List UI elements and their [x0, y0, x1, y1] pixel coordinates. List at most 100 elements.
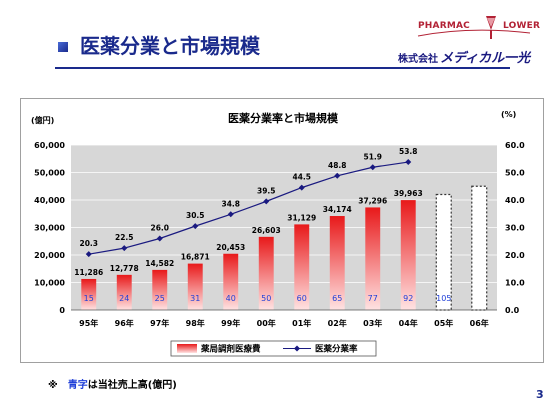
y-left-tick-label: 50,000: [34, 169, 65, 178]
y-left-tick-label: 60,000: [34, 141, 65, 150]
x-tick-label: 06年: [470, 318, 489, 328]
footnote-blue-text: 青字: [67, 380, 88, 391]
legend-line-label: 医薬分業率: [315, 344, 358, 355]
bar-pharmacy-cost: [294, 224, 310, 310]
y-right-tick-label: 30.0: [505, 224, 525, 233]
company-sales-label: 60: [297, 294, 307, 303]
bar-value-label: 26,603: [252, 226, 281, 235]
x-tick-label: 02年: [328, 318, 347, 328]
bar-pharmacy-cost: [258, 236, 274, 310]
bar-pharmacy-cost: [223, 253, 239, 310]
bar-value-label: 20,453: [216, 243, 245, 252]
company-sales-label: 31: [190, 294, 200, 303]
chart-legend: 薬局調剤医療費 医薬分業率: [170, 340, 377, 357]
x-tick-label: 98年: [186, 318, 205, 328]
y-right-tick-label: 40.0: [505, 196, 525, 205]
share-rate-point: [121, 245, 128, 252]
y-left-tick-label: 0: [59, 306, 65, 315]
company-sales-label: 92: [403, 294, 413, 303]
bar-pharmacy-cost: [329, 216, 345, 310]
flower-logo-icon: [417, 16, 531, 39]
x-tick-label: 97年: [150, 318, 169, 328]
y-left-unit: (億円): [31, 115, 54, 125]
share-rate-point: [227, 211, 234, 218]
company-sales-label: 77: [368, 294, 378, 303]
x-tick-label: 04年: [399, 318, 418, 328]
company-sales-label: 50: [261, 294, 271, 303]
page-number: 3: [536, 388, 544, 401]
forecast-bar: [435, 193, 452, 311]
brand-lower: LOWER: [503, 21, 541, 31]
y-left-tick-label: 10,000: [34, 279, 65, 288]
company-sales-label: 65: [332, 294, 342, 303]
forecast-bar: [471, 185, 488, 311]
chart-frame: 医薬分業率と市場規模 (億円) (%) 11,286 12,778 14,582 16…: [20, 98, 544, 363]
share-rate-label: 20.3: [79, 239, 98, 248]
bar-value-label: 16,871: [181, 253, 210, 262]
footnote-text: は当社売上高(億円): [87, 380, 177, 391]
y-right-tick-label: 0.0: [505, 306, 520, 315]
share-rate-point: [156, 235, 163, 242]
y-right-unit: (%): [501, 110, 516, 119]
x-tick-label: 00年: [257, 318, 276, 328]
y-left-tick-label: 40,000: [34, 196, 65, 205]
bar-value-label: 14,582: [145, 259, 174, 268]
legend-line-marker-icon: [294, 345, 300, 352]
y-right-tick-label: 10.0: [505, 279, 525, 288]
page-title: 医薬分業と市場規模: [80, 34, 260, 58]
chart-title: 医薬分業率と市場規模: [228, 111, 339, 125]
bar-value-label: 31,129: [287, 213, 316, 222]
company-name: メディカル一光: [440, 51, 531, 66]
bar-value-label: 34,174: [323, 205, 352, 214]
bar-pharmacy-cost: [116, 274, 132, 310]
share-rate-line: [88, 161, 409, 255]
bar-pharmacy-cost: [187, 263, 203, 310]
y-left-tick-label: 30,000: [34, 224, 65, 233]
company-sales-label: 25: [155, 294, 165, 303]
y-right-tick-label: 50.0: [505, 169, 525, 178]
share-rate-point: [85, 251, 92, 258]
x-tick-label: 96年: [115, 318, 134, 328]
share-rate-label: 26.0: [150, 224, 169, 233]
brand-pharmac: PHARMAC: [418, 21, 470, 31]
footnote-mark: ※: [48, 380, 58, 391]
bar-value-label: 39,963: [394, 189, 423, 198]
share-rate-point: [192, 223, 199, 230]
share-rate-point: [263, 198, 270, 205]
title-bullet-icon: [58, 42, 68, 52]
share-rate-label: 53.8: [399, 147, 418, 156]
share-rate-label: 39.5: [257, 186, 276, 195]
y-left-tick-label: 20,000: [34, 251, 65, 260]
company-sales-label: 40: [226, 294, 236, 303]
share-rate-label: 22.5: [115, 233, 134, 242]
title-underline: [55, 67, 510, 69]
footnote: ※ 青字は当社売上高(億円): [48, 376, 177, 391]
share-rate-point: [298, 184, 305, 191]
share-rate-label: 34.8: [221, 199, 240, 208]
share-rate-label: 48.8: [328, 161, 347, 170]
x-tick-label: 05年: [434, 318, 453, 328]
share-rate-label: 30.5: [186, 211, 205, 220]
bar-value-label: 12,778: [110, 264, 139, 273]
y-right-tick-label: 60.0: [505, 141, 525, 150]
company-sales-label: 15: [84, 294, 94, 303]
share-rate-label: 51.9: [363, 152, 382, 161]
company-sales-label: 105: [436, 294, 451, 303]
x-tick-label: 95年: [79, 318, 98, 328]
legend-bar-swatch: [177, 344, 197, 353]
company-sales-label: 24: [119, 294, 129, 303]
bar-value-label: 11,286: [74, 268, 103, 277]
legend-bar-label: 薬局調剤医療費: [200, 344, 261, 355]
share-rate-point: [405, 159, 412, 166]
bar-pharmacy-cost: [400, 200, 416, 310]
bar-pharmacy-cost: [81, 278, 97, 310]
x-tick-label: 01年: [292, 318, 311, 328]
x-tick-label: 03年: [363, 318, 382, 328]
market-chart: 医薬分業率と市場規模 (億円) (%) 11,286 12,778 14,582 16…: [31, 110, 525, 357]
share-rate-point: [334, 172, 341, 179]
bar-pharmacy-cost: [365, 207, 381, 310]
share-rate-label: 44.5: [292, 173, 311, 182]
company-prefix: 株式会社: [398, 54, 438, 65]
bar-pharmacy-cost: [152, 269, 168, 310]
bar-value-label: 37,296: [358, 196, 387, 205]
